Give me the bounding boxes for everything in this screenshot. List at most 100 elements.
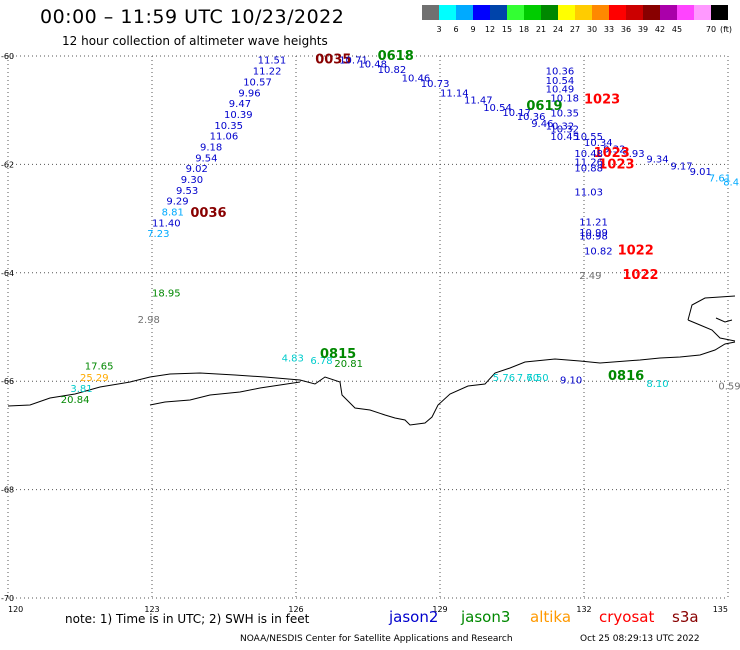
wave-height-label: 7.50 (526, 373, 548, 384)
colorbar-tick-label: 18 (518, 25, 530, 34)
wave-height-label: 10.99 (579, 228, 608, 239)
wave-height-label: 11.47 (464, 95, 493, 106)
wave-height-label: 11.03 (574, 188, 603, 199)
lon-tick-label: 132 (576, 605, 591, 614)
wave-height-label: 10.71 (339, 55, 368, 66)
wave-height-label: 10.45 (550, 132, 579, 143)
wave-height-label: 10.36 (517, 112, 546, 123)
pass-time-label: 1023 (584, 92, 620, 107)
colorbar-swatch (694, 5, 711, 20)
wave-height-label: 9.10 (560, 376, 582, 387)
ice-tongue-outline (715, 317, 733, 323)
wave-height-label: 8.10 (646, 379, 668, 390)
axis-labels: 120 123 126 129 132 135 -60 -62 -64 -66 -68 -70 (1, 52, 728, 614)
lat-tick-label: -62 (1, 160, 14, 169)
wave-height-label: 10.17 (502, 108, 531, 119)
wave-height-label: 10.39 (224, 110, 253, 121)
colorbar-swatch (711, 5, 728, 20)
wave-height-label: 10.49 (546, 85, 575, 96)
coastline (7, 295, 736, 426)
colorbar-tick-label: 42 (654, 25, 666, 34)
colorbar-tick-label: 27 (569, 25, 581, 34)
wave-height-label: 8.81 (162, 208, 184, 219)
wave-height-label: 6.78 (310, 356, 332, 367)
legend-entry-s3a: s3a (672, 608, 699, 626)
wave-height-label: 11.40 (152, 218, 181, 229)
observations-layer: 11.5111.2210.579.969.4710.3910.3511.069.… (61, 49, 740, 406)
wave-height-label: 7.60 (517, 373, 539, 384)
wave-height-label: 2.98 (138, 315, 160, 326)
colorbar-tick-label: 15 (501, 25, 513, 34)
wave-height-label: 10.88 (574, 164, 603, 175)
wave-height-label: 10.54 (546, 76, 575, 87)
colorbar-tick-label: 36 (620, 25, 632, 34)
colorbar-tick-label: 6 (453, 25, 459, 34)
wave-height-label: 11.22 (253, 67, 282, 78)
page-subtitle: 12 hour collection of altimeter wave hei… (62, 34, 328, 48)
wave-height-label: 10.82 (584, 247, 613, 258)
legend-entry-jason3: jason3 (461, 608, 511, 626)
wave-height-label: 9.53 (176, 186, 198, 197)
wave-height-label: 11.51 (258, 55, 287, 66)
wave-height-label: 10.54 (483, 103, 512, 114)
wave-height-label: 10.48 (574, 149, 603, 160)
colorbar-swatch (643, 5, 660, 20)
colorbar-swatch (558, 5, 575, 20)
wave-height-label: 11.21 (579, 217, 608, 228)
colorbar-swatch (575, 5, 592, 20)
lon-tick-label: 129 (432, 605, 447, 614)
colorbar-tick-label: 33 (603, 25, 615, 34)
colorbar-swatch (456, 5, 473, 20)
pass-time-label: 1022 (618, 244, 654, 259)
colorbar-tick-label: 70 (705, 25, 717, 34)
wave-height-label: 11.14 (440, 88, 469, 99)
wave-height-label: 7.61 (709, 173, 731, 184)
wave-height-label: 20.84 (61, 395, 90, 406)
wave-height-label: 25.29 (80, 373, 109, 384)
wave-height-label: 18.95 (152, 288, 181, 299)
wave-height-label: 9.46 (531, 119, 553, 130)
wave-height-label: 17.65 (85, 361, 114, 372)
generation-timestamp: Oct 25 08:29:13 UTC 2022 (580, 634, 700, 644)
wave-height-label: 9.02 (186, 164, 208, 175)
wave-height-label: 11.06 (210, 132, 239, 143)
lat-tick-label: -68 (1, 486, 14, 495)
colorbar-unit-label: (ft) (720, 25, 733, 34)
colorbar-swatch (541, 5, 558, 20)
wave-height-label: 10.32 (550, 125, 579, 136)
colorbar-tick-label: 12 (484, 25, 496, 34)
colorbar-swatch (592, 5, 609, 20)
wave-height-label: 10.57 (243, 77, 272, 88)
colorbar-tick-label: 45 (671, 25, 683, 34)
colorbar-swatch (609, 5, 626, 20)
page-title: 00:00 – 11:59 UTC 10/23/2022 (40, 6, 345, 28)
wave-height-label: 0.59 (718, 382, 740, 393)
lat-tick-label: -66 (1, 377, 14, 386)
wave-height-label: 9.30 (181, 175, 203, 186)
wave-height-label: 10.48 (358, 60, 387, 71)
wave-height-label: 10.46 (402, 74, 431, 85)
lat-tick-label: -70 (1, 594, 14, 603)
wave-height-label: 10.35 (550, 108, 579, 119)
lat-tick-label: -64 (1, 269, 14, 278)
pass-time-label: 1022 (622, 268, 658, 283)
lon-tick-label: 135 (713, 605, 728, 614)
legend-entry-jason2: jason2 (389, 608, 439, 626)
legend-entry-altika: altika (530, 608, 572, 626)
colorbar-swatch (507, 5, 524, 20)
wave-height-label: 10.35 (214, 121, 243, 132)
lon-tick-label: 120 (8, 605, 23, 614)
wave-height-label: 5.76 (493, 373, 515, 384)
colorbar-swatch (473, 5, 490, 20)
pass-time-label: 0035 (315, 52, 351, 67)
coastline-inlet (149, 381, 301, 406)
colorbar-swatch (626, 5, 643, 20)
footer-note: note: 1) Time is in UTC; 2) SWH is in fe… (65, 612, 310, 626)
colorbar-tick-label: 30 (586, 25, 598, 34)
wave-height-label: 7.23 (147, 229, 169, 240)
lon-tick-label: 126 (288, 605, 303, 614)
pass-time-label: 0618 (378, 49, 414, 64)
wave-height-label: 9.93 (622, 149, 644, 160)
wave-height-label: 20.81 (334, 359, 363, 370)
